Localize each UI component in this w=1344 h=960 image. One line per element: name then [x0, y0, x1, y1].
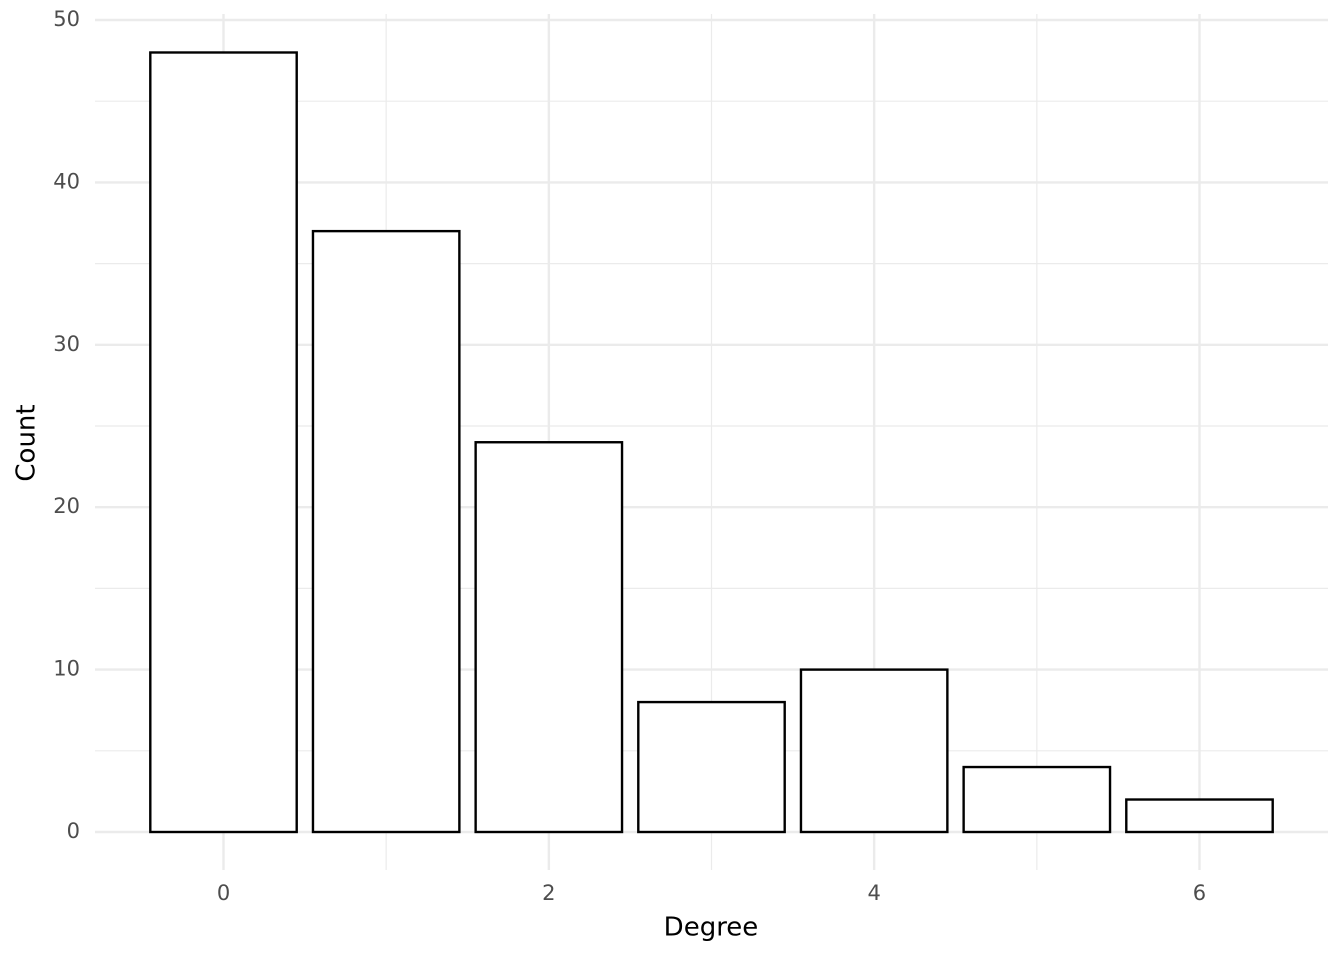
- bar: [962, 765, 1112, 834]
- y-tick-label: 20: [53, 494, 80, 518]
- bar: [637, 700, 786, 834]
- y-tick-label: 30: [53, 332, 80, 356]
- x-tick-label: 6: [1193, 881, 1206, 905]
- bar: [799, 668, 949, 834]
- x-tick-label: 2: [542, 881, 555, 905]
- bar: [474, 441, 624, 834]
- x-tick-label: 0: [217, 881, 230, 905]
- bar: [149, 51, 298, 834]
- y-axis-title: Count: [12, 404, 42, 481]
- x-tick-label: 4: [867, 881, 880, 905]
- bar: [1125, 798, 1274, 834]
- y-tick-label: 10: [53, 657, 80, 681]
- x-axis-title: Degree: [664, 913, 759, 943]
- y-tick-label: 0: [67, 819, 80, 843]
- y-tick-label: 50: [53, 7, 80, 31]
- y-tick-label: 40: [53, 169, 80, 193]
- bar: [311, 229, 461, 834]
